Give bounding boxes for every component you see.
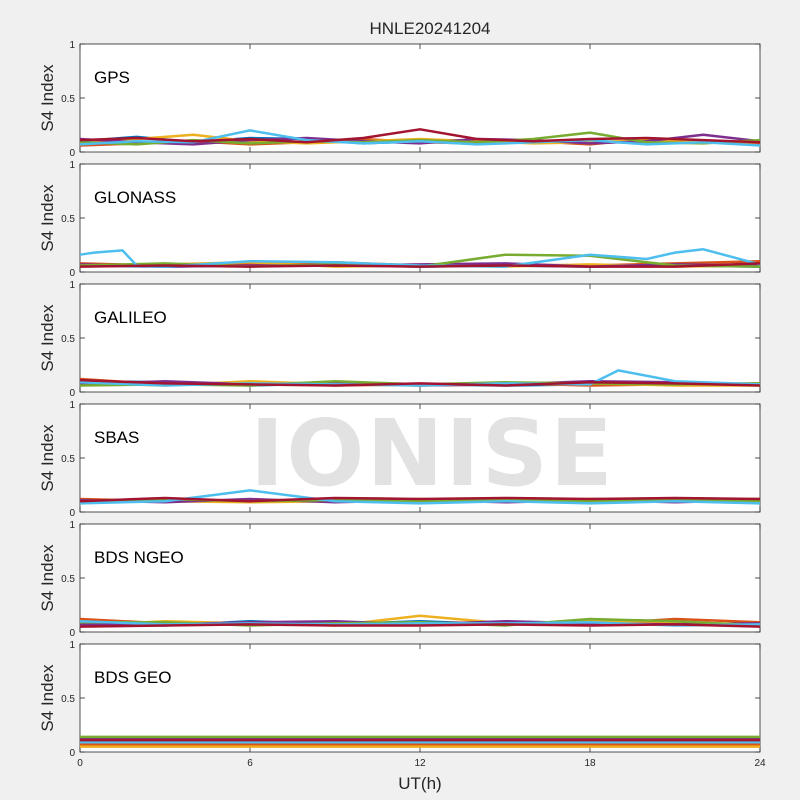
y-tick-label: 0.5 [61,454,75,465]
series-line [79,496,761,503]
panel-title: GALILEO [94,308,167,327]
y-axis-label: S4 Index [38,544,57,612]
y-tick-label: 0 [69,148,75,159]
y-axis-label: S4 Index [38,184,57,252]
panel-title: SBAS [94,428,139,447]
y-tick-label: 0 [69,748,75,759]
y-tick-label: 0.5 [61,574,75,585]
y-tick-label: 0.5 [61,94,75,105]
panel-galileo: 0 0.5 1 GALILEO S4 Index [38,280,761,399]
y-tick-label: 0 [69,268,75,279]
plot-area [79,403,761,513]
y-tick-label: 0.5 [61,214,75,225]
x-tick-label: 18 [584,758,596,769]
y-tick-label: 1 [69,40,75,51]
y-axis-label: S4 Index [38,304,57,372]
y-tick-label: 0 [69,388,75,399]
x-tick-label: 12 [414,758,426,769]
panel-sbas: 0 0.5 1 SBAS S4 Index [38,400,761,519]
figure-title: HNLE20241204 [370,19,491,38]
y-tick-label: 0 [69,508,75,519]
plot-area [79,163,761,273]
plot-area [79,523,761,633]
y-tick-label: 1 [69,520,75,531]
y-tick-label: 1 [69,280,75,291]
x-tick-label: 6 [247,758,253,769]
series-line [79,262,761,268]
y-tick-label: 1 [69,160,75,171]
series-line [79,614,761,627]
panel-gps: 0 0.5 1 GPS S4 Index [38,40,761,159]
y-tick-label: 1 [69,640,75,651]
series-line [79,378,761,387]
panel-glonass: 0 0.5 1 GLONASS S4 Index [38,160,761,279]
panel-title: GPS [94,68,130,87]
series-line [79,248,761,268]
y-tick-label: 0.5 [61,334,75,345]
panel-title: BDS NGEO [94,548,184,567]
series-line [79,623,761,628]
panel-bds-geo: 0 0.5 1 BDS GEO S4 Index [38,640,761,759]
plot-area [79,643,761,753]
y-tick-label: 0 [69,628,75,639]
series-line [79,128,761,144]
y-tick-label: 0.5 [61,694,75,705]
y-tick-label: 1 [69,400,75,411]
plot-area [79,283,761,393]
y-axis-label: S4 Index [38,664,57,732]
series-line [79,489,761,505]
x-tick-label: 0 [77,758,83,769]
y-axis-label: S4 Index [38,424,57,492]
panel-title: BDS GEO [94,668,171,687]
panels: 0 0.5 1 GPS S4 Index 0 0.5 1 GLONASS S4 Index 0 0.5… [38,40,766,769]
panel-bds-ngeo: 0 0.5 1 BDS NGEO S4 Index [38,520,761,639]
y-axis-label: S4 Index [38,64,57,132]
panel-title: GLONASS [94,188,176,207]
x-axis-label: UT(h) [398,774,441,793]
x-tick-label: 24 [754,758,766,769]
